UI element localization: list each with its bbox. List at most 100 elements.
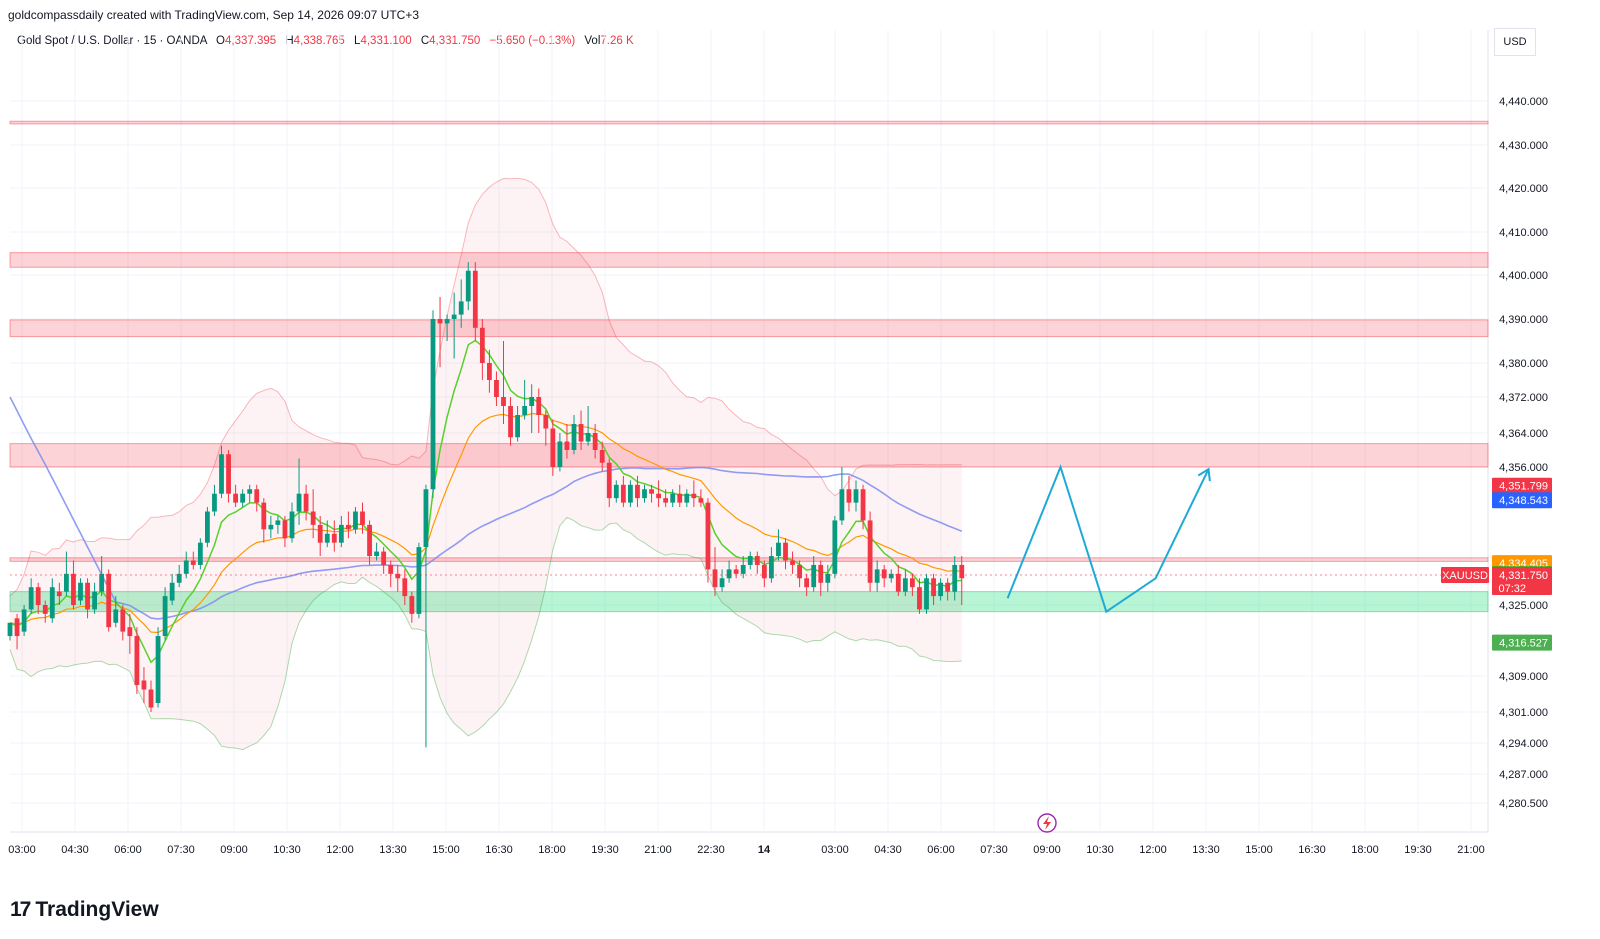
candle: [910, 573, 915, 597]
candle: [642, 484, 647, 503]
tradingview-logo: 17 TradingView: [10, 898, 159, 922]
candle: [7, 622, 13, 641]
candle: [656, 480, 661, 508]
candle: [712, 547, 718, 597]
candle: [360, 502, 365, 534]
candle: [296, 458, 302, 525]
candle: [423, 484, 429, 748]
x-tick-label: 18:00: [1351, 844, 1379, 856]
x-tick-label: 06:00: [114, 844, 142, 856]
candle: [465, 262, 471, 311]
candle-body: [818, 564, 824, 583]
candle-body: [613, 484, 619, 499]
candle-body: [56, 591, 62, 597]
candle: [14, 613, 20, 650]
candle: [501, 341, 506, 424]
y-tick-label: 4,287.000: [1499, 769, 1548, 781]
candle-body: [331, 533, 337, 543]
candle-body: [183, 560, 189, 574]
candle-body: [85, 582, 90, 610]
candle: [127, 613, 133, 654]
price-tag: 4,316.527: [1492, 634, 1552, 651]
candle: [613, 480, 619, 503]
candle-body: [874, 569, 880, 583]
candle: [35, 582, 41, 614]
projection-arrowhead: [1197, 467, 1211, 482]
x-tick-label: 22:30: [697, 844, 725, 856]
open-label: O: [216, 35, 225, 47]
candle: [508, 397, 513, 446]
ma-fast: [9, 339, 962, 664]
candle-body: [719, 578, 725, 588]
candle-body: [324, 533, 330, 543]
candle-body: [599, 450, 605, 463]
y-tick-label: 4,430.000: [1499, 140, 1548, 152]
candle-body: [99, 573, 105, 592]
candle: [416, 542, 422, 619]
candle-body: [176, 573, 182, 583]
candle: [395, 564, 401, 592]
symbol-legend: Gold Spot / U.S. Dollar · 15 · OANDA O 4,…: [17, 35, 634, 47]
candle: [790, 551, 795, 574]
price-tag-bg: [1492, 477, 1552, 494]
x-tick-label: 03:00: [8, 844, 36, 856]
x-tick-label: 21:00: [1457, 844, 1485, 856]
candle: [113, 596, 119, 628]
currency-selector[interactable]: USD: [1494, 28, 1536, 56]
candle-body: [254, 489, 260, 503]
candle: [719, 569, 725, 592]
candle: [959, 556, 965, 605]
candle: [310, 489, 316, 539]
candle-body: [275, 520, 281, 525]
candle-body: [78, 582, 83, 601]
candle-body: [120, 609, 126, 632]
candle-body: [261, 502, 267, 530]
x-tick-label: 16:30: [485, 844, 513, 856]
candle-body: [134, 636, 140, 685]
x-tick-label: 09:00: [220, 844, 248, 856]
candle: [472, 262, 478, 341]
candle: [769, 547, 774, 583]
support-zone: [9, 591, 1489, 613]
candle: [839, 467, 845, 525]
y-tick-label: 4,390.000: [1499, 314, 1548, 326]
candle: [726, 560, 732, 583]
candle-body: [938, 582, 943, 597]
volume-label: Vol: [584, 35, 601, 47]
candle: [487, 349, 492, 393]
candle-body: [790, 560, 795, 565]
candle-body: [367, 524, 372, 557]
projection-line: [1006, 464, 1210, 614]
symbol-name[interactable]: Gold Spot / U.S. Dollar · 15 · OANDA: [17, 35, 207, 47]
candle: [388, 560, 394, 588]
candle-body: [296, 493, 302, 512]
candle: [381, 547, 387, 574]
candle: [317, 515, 323, 557]
candle: [367, 520, 372, 565]
candle: [282, 515, 288, 548]
candle: [85, 578, 90, 619]
x-tick-label: 14: [758, 844, 771, 856]
candle-body: [141, 680, 147, 690]
candle: [564, 424, 570, 459]
candle-body: [395, 573, 401, 579]
candle-body: [656, 493, 661, 499]
candle-body: [402, 578, 408, 597]
x-tick-label: 04:30: [874, 844, 902, 856]
candle-body: [684, 493, 690, 503]
candle-body: [282, 520, 288, 539]
x-tick-label: 10:30: [273, 844, 301, 856]
candle: [148, 680, 154, 712]
candle: [522, 380, 528, 420]
candle: [846, 475, 852, 512]
y-tick-label: 4,440.000: [1499, 96, 1548, 108]
candle-body: [635, 484, 640, 499]
candle-body: [670, 493, 676, 503]
candle-body: [487, 363, 492, 380]
candle: [353, 507, 358, 534]
low-value: 4,331.100: [360, 35, 412, 47]
price-tag-countdown: 07:32: [1498, 583, 1526, 595]
candle-body: [212, 493, 217, 512]
candle: [811, 556, 817, 592]
